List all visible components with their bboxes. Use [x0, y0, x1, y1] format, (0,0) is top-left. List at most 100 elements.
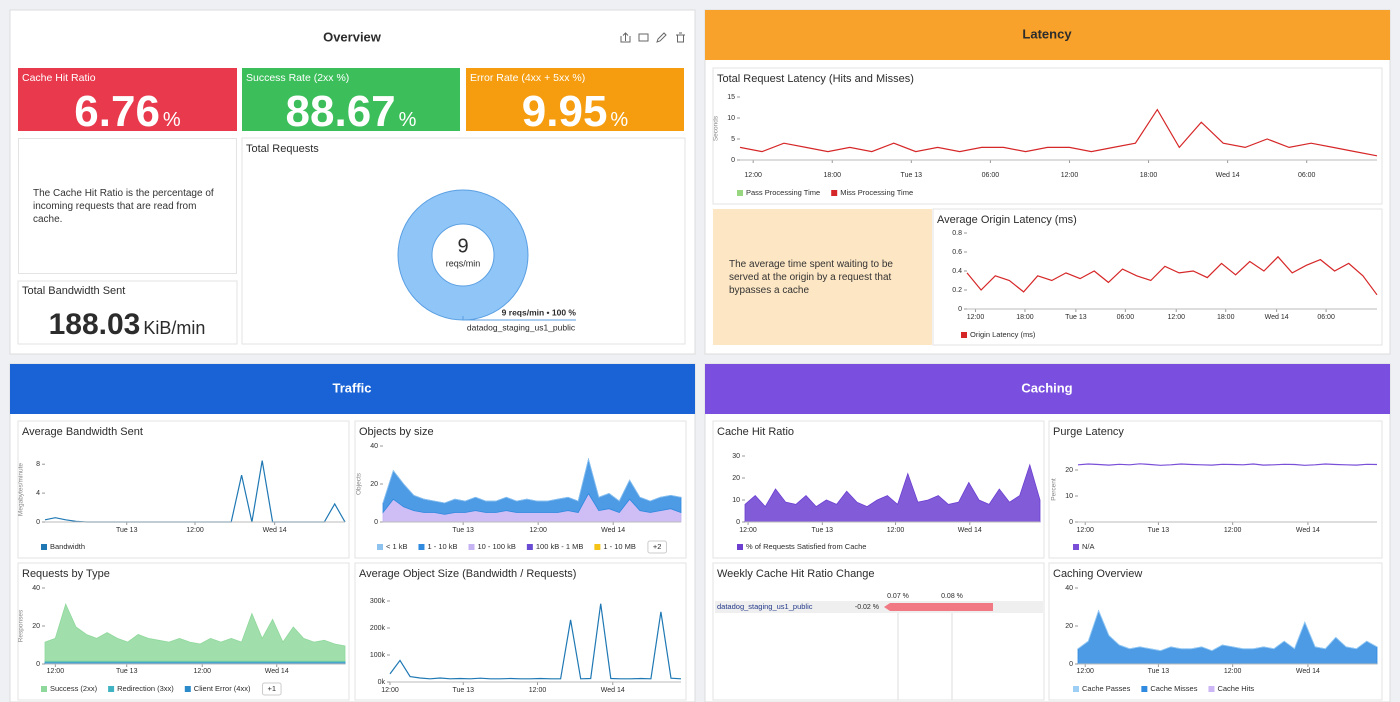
- change-label: -0.02 %: [855, 604, 879, 611]
- x-tick-label: 12:00: [967, 314, 985, 321]
- tile-number: 6.76: [74, 87, 160, 136]
- widget-title: Requests by Type: [22, 568, 110, 580]
- legend-more: +1: [267, 684, 276, 693]
- overview-title: Overview: [323, 29, 382, 44]
- cache-hit-note: The Cache Hit Ratio is the percentage of…: [18, 138, 237, 274]
- widget-title: Weekly Cache Hit Ratio Change: [717, 568, 875, 580]
- y-tick-label: 15: [727, 94, 735, 101]
- fullscreen-icon[interactable]: [638, 33, 649, 42]
- tile-value: 88.67%: [286, 87, 417, 136]
- legend-swatch: [108, 686, 115, 692]
- x-tick-label: Tue 13: [116, 668, 138, 675]
- tile-unit: %: [163, 109, 181, 131]
- widget: [712, 67, 1383, 205]
- donut-center-unit: reqs/min: [446, 258, 481, 268]
- legend-label: % of Requests Satisfied from Cache: [746, 542, 866, 551]
- caching-header: [705, 364, 1390, 414]
- y-tick-label: 0k: [378, 679, 386, 686]
- x-tick-label: 12:00: [529, 527, 547, 534]
- tile-number: 88.67: [286, 87, 396, 136]
- x-tick-label: 18:00: [1016, 314, 1034, 321]
- widget-title: Average Bandwidth Sent: [22, 426, 143, 438]
- tile-bg: [466, 68, 684, 131]
- y-tick-label: 20: [1065, 467, 1073, 474]
- bandwidth-value: 188.03 KiB/min: [49, 308, 206, 341]
- legend-label: 1 - 10 kB: [427, 542, 457, 551]
- legend-more-box[interactable]: [647, 540, 667, 554]
- y-tick-label: 8: [36, 461, 40, 468]
- legend-more-box[interactable]: [261, 682, 282, 696]
- tile-bg: [18, 68, 237, 131]
- y-tick-label: 0.4: [952, 268, 962, 275]
- x-tick-label: Wed 14: [601, 687, 625, 694]
- x-tick-label: Tue 13: [812, 527, 834, 534]
- tile-label: Error Rate (4xx + 5xx %): [470, 72, 585, 84]
- donut-slice: [398, 190, 528, 320]
- caching-title: Caching: [1021, 380, 1072, 395]
- x-tick-label: Tue 13: [452, 527, 474, 534]
- bandwidth-label: Total Bandwidth Sent: [22, 285, 125, 297]
- x-tick-label: 12:00: [186, 527, 204, 534]
- legend-label: Origin Latency (ms): [970, 330, 1036, 339]
- y-tick-label: 0: [958, 306, 962, 313]
- x-tick-label: 18:00: [823, 172, 841, 179]
- latency-title: Latency: [1022, 26, 1072, 41]
- widget-title: Average Origin Latency (ms): [937, 214, 1077, 226]
- y-tick-label: 0: [1069, 661, 1073, 668]
- legend-swatch: [468, 544, 475, 550]
- x-tick-label: 12:00: [744, 172, 762, 179]
- legend-swatch: [526, 544, 533, 550]
- latency-header: [705, 10, 1390, 60]
- y-tick-label: 20: [32, 623, 40, 630]
- tile-unit: %: [399, 109, 417, 131]
- legend-label: Success (2xx): [50, 684, 98, 693]
- x-tick-label: Tue 13: [1148, 668, 1170, 675]
- area: [382, 457, 682, 504]
- donut-hole: [431, 223, 495, 287]
- y-axis-label: Responses: [18, 609, 25, 642]
- x-tick-label: 12:00: [193, 668, 211, 675]
- legend-label: Bandwidth: [50, 542, 85, 551]
- origin-latency-note: The average time spent waiting to be ser…: [713, 209, 932, 345]
- x-tick-label: 12:00: [381, 687, 399, 694]
- slice-label: 9 reqs/min • 100 %: [502, 307, 577, 317]
- legend-swatch: [831, 190, 838, 196]
- y-tick-label: 0.2: [952, 287, 962, 294]
- donut-center-value: 9: [457, 235, 468, 257]
- legend-swatch: [377, 544, 383, 550]
- y-tick-label: 20: [732, 475, 740, 482]
- delete-icon[interactable]: [676, 32, 685, 43]
- export-icon[interactable]: [620, 32, 631, 43]
- legend-swatch: [594, 544, 601, 550]
- legend-swatch: [41, 686, 47, 692]
- y-tick-label: 4: [36, 490, 40, 497]
- widget: [932, 208, 1383, 346]
- header-icons: [620, 32, 685, 43]
- bandwidth-tile: [17, 280, 238, 345]
- y-axis-label: Megabytes/minute: [18, 463, 25, 516]
- x-tick-label: 12:00: [1224, 527, 1242, 534]
- widget-title: Total Requests: [246, 143, 319, 155]
- tile-value: 6.76%: [74, 87, 181, 136]
- y-tick-label: 30: [732, 453, 740, 460]
- legend-swatch: [1141, 686, 1148, 692]
- legend-label: Pass Processing Time: [746, 188, 820, 197]
- y-tick-label: 10: [727, 115, 735, 122]
- legend-label: 100 kB - 1 MB: [536, 542, 584, 551]
- widget: [354, 562, 687, 701]
- legend-swatch: [41, 544, 47, 550]
- x-tick-label: Wed 14: [1296, 668, 1320, 675]
- legend-label: Cache Misses: [1150, 684, 1197, 693]
- x-tick-label: Wed 14: [263, 527, 287, 534]
- leader-line: [462, 316, 576, 321]
- y-tick-label: 0: [731, 157, 735, 164]
- widget-title: Purge Latency: [1053, 426, 1124, 438]
- edit-icon[interactable]: [656, 32, 667, 43]
- y-tick-label: 0: [374, 519, 378, 526]
- y-tick-label: 40: [370, 443, 378, 450]
- x-tick-label: 18:00: [1217, 314, 1235, 321]
- y-tick-label: 0: [36, 519, 40, 526]
- x-tick-label: 12:00: [47, 668, 65, 675]
- x-tick-label: 12:00: [1224, 668, 1242, 675]
